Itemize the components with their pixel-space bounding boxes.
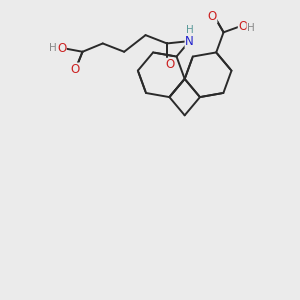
Text: N: N bbox=[185, 34, 194, 48]
Text: O: O bbox=[238, 20, 247, 32]
Text: O: O bbox=[165, 58, 175, 71]
Text: H: H bbox=[49, 43, 56, 53]
Text: O: O bbox=[57, 42, 66, 55]
Text: O: O bbox=[71, 63, 80, 76]
Text: H: H bbox=[247, 23, 255, 33]
Text: O: O bbox=[208, 10, 217, 23]
Text: H: H bbox=[186, 26, 194, 35]
